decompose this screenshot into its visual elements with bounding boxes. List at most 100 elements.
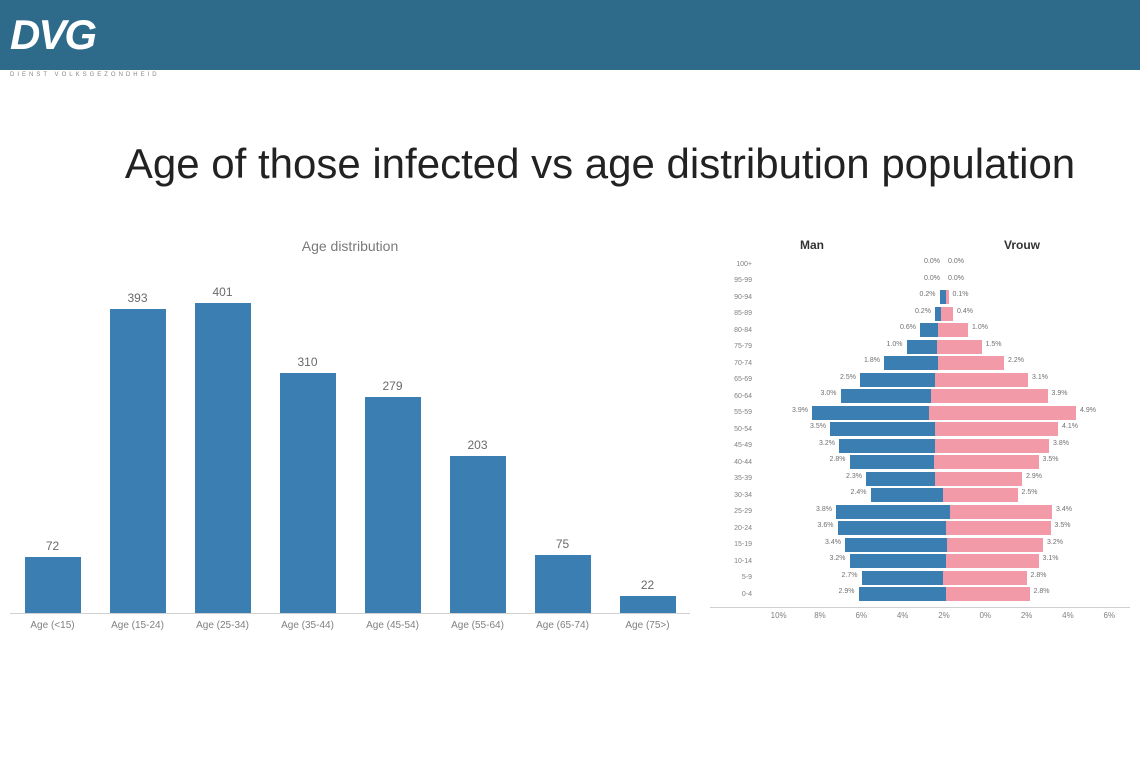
pyramid-age-label: 0-4 [710, 591, 758, 598]
pyramid-xaxis-tick: 2% [923, 611, 964, 620]
pyramid-row: 50-543.5%4.1% [710, 421, 1130, 438]
page-title: Age of those infected vs age distributio… [0, 140, 1140, 188]
bar-column: 75 [528, 537, 597, 613]
bar-column: 310 [273, 355, 342, 613]
pyramid-age-label: 100+ [710, 261, 758, 268]
pyramid-vrouw-value: 3.5% [1043, 456, 1071, 463]
bar-column: 72 [18, 539, 87, 613]
bar-x-label: Age (55-64) [443, 620, 512, 631]
bar-value-label: 72 [46, 539, 59, 553]
pyramid-xaxis-tick: 2% [1006, 611, 1047, 620]
pyramid-age-label: 75-79 [710, 343, 758, 350]
pyramid-row: 100+0.0%0.0% [710, 256, 1130, 273]
pyramid-vrouw-value: 2.5% [1022, 489, 1050, 496]
pyramid-vrouw-value: 2.9% [1026, 473, 1054, 480]
pyramid-bar-vrouw: 0.4% [941, 307, 953, 321]
pyramid-bar-man: 3.2% [850, 554, 946, 568]
pyramid-man-value: 3.9% [780, 407, 808, 414]
pyramid-bar-vrouw: 1.0% [938, 323, 968, 337]
pyramid-row: 40-442.8%3.5% [710, 454, 1130, 471]
pyramid-man-value: 0.0% [912, 258, 940, 265]
pyramid-xaxis-tick: 6% [1089, 611, 1130, 620]
pyramid-vrouw-value: 3.1% [1032, 374, 1060, 381]
pyramid-vrouw-value: 0.0% [948, 275, 976, 282]
bar-rect [25, 557, 81, 613]
bar-x-label: Age (15-24) [103, 620, 172, 631]
pyramid-bar-vrouw: 3.1% [935, 373, 1028, 387]
bar-column: 401 [188, 285, 257, 613]
pyramid-vrouw-value: 3.5% [1055, 522, 1083, 529]
pyramid-rows: 100+0.0%0.0% 95-99 0.0% 0.0% 90-940.2%0.1%85… [710, 256, 1130, 603]
pyramid-man-value: 2.9% [827, 588, 855, 595]
pyramid-bar-man: 2.4% [871, 488, 943, 502]
bar-rect [620, 596, 676, 613]
pyramid-age-label: 65-69 [710, 376, 758, 383]
pyramid-age-label: 10-14 [710, 558, 758, 565]
pyramid-age-label: 90-94 [710, 294, 758, 301]
pyramid-man-value: 0.2% [903, 308, 931, 315]
pyramid-man-value: 1.8% [852, 357, 880, 364]
pyramid-xaxis-tick: 4% [882, 611, 923, 620]
pyramid-row: 80-840.6%1.0% [710, 322, 1130, 339]
pyramid-row: 15-193.4%3.2% [710, 537, 1130, 554]
pyramid-bar-vrouw: 2.2% [938, 356, 1004, 370]
bar-x-label: Age (35-44) [273, 620, 342, 631]
pyramid-row: 10-143.2%3.1% [710, 553, 1130, 570]
pyramid-vrouw-value: 3.2% [1047, 539, 1075, 546]
pyramid-age-label: 5-9 [710, 574, 758, 581]
pyramid-vrouw-value: 2.8% [1031, 572, 1059, 579]
bar-rect [280, 373, 336, 613]
pyramid-row: 85-89 0.2% 0.4% [710, 306, 1130, 323]
pyramid-vrouw-value: 1.5% [986, 341, 1014, 348]
pyramid-row: 95-99 0.0% 0.0% [710, 273, 1130, 290]
pyramid-man-value: 3.8% [804, 506, 832, 513]
pyramid-bar-vrouw: 3.1% [946, 554, 1039, 568]
pyramid-age-label: 85-89 [710, 310, 758, 317]
pyramid-vrouw-value: 4.9% [1080, 407, 1108, 414]
pyramid-man-value: 1.0% [875, 341, 903, 348]
pyramid-xaxis: 10%8%6%4%2%0%2%4%6% [710, 607, 1130, 620]
pyramid-man-value: 2.5% [828, 374, 856, 381]
pyramid-row: 30-342.4%2.5% [710, 487, 1130, 504]
pyramid-man-value: 0.6% [888, 324, 916, 331]
pyramid-bar-pair: 0.6% 1.0% [758, 323, 1130, 337]
pyramid-man-value: 0.0% [912, 275, 940, 282]
bar-rect [450, 456, 506, 613]
pyramid-bar-man: 3.6% [838, 521, 946, 535]
pyramid-bar-pair: 0.2% 0.4% [758, 307, 1130, 321]
pyramid-legend: Man Vrouw [710, 238, 1130, 256]
pyramid-bar-pair: 3.8% 3.4% [758, 505, 1130, 519]
pyramid-man-value: 3.0% [809, 390, 837, 397]
pyramid-bar-pair: 0.0%0.0% [758, 257, 1130, 271]
pyramid-vrouw-value: 3.9% [1052, 390, 1080, 397]
pyramid-row: 60-643.0%3.9% [710, 388, 1130, 405]
bar-rect [365, 397, 421, 613]
bar-chart-xaxis: Age (<15)Age (15-24)Age (25-34)Age (35-4… [10, 614, 690, 631]
pyramid-xaxis-tick: 4% [1047, 611, 1088, 620]
pyramid-bar-man: 2.9% [859, 587, 946, 601]
pyramid-bar-vrouw: 3.5% [946, 521, 1051, 535]
pyramid-bar-man: 1.0% [907, 340, 937, 354]
bar-value-label: 203 [467, 438, 487, 452]
pyramid-left-label: Man [800, 238, 824, 252]
pyramid-vrouw-value: 3.8% [1053, 440, 1081, 447]
pyramid-bar-pair: 0.0% 0.0% [758, 274, 1130, 288]
pyramid-vrouw-value: 3.4% [1056, 506, 1084, 513]
pyramid-bar-vrouw: 2.5% [943, 488, 1018, 502]
pyramid-man-value: 2.3% [834, 473, 862, 480]
pyramid-bar-pair: 2.3% 2.9% [758, 472, 1130, 486]
pyramid-age-label: 95-99 [710, 277, 758, 284]
bar-column: 203 [443, 438, 512, 613]
pyramid-bar-vrouw: 3.8% [935, 439, 1049, 453]
pyramid-man-value: 3.2% [818, 555, 846, 562]
pyramid-bar-man: 2.5% [860, 373, 935, 387]
bar-x-label: Age (<15) [18, 620, 87, 631]
pyramid-row: 20-243.6%3.5% [710, 520, 1130, 537]
pyramid-man-value: 2.7% [830, 572, 858, 579]
pyramid-bar-man: 2.7% [862, 571, 943, 585]
pyramid-bar-pair: 0.2%0.1% [758, 290, 1130, 304]
pyramid-row: 5-9 2.7% 2.8% [710, 570, 1130, 587]
pyramid-bar-man: 2.8% [850, 455, 934, 469]
pyramid-vrouw-value: 4.1% [1062, 423, 1090, 430]
pyramid-bar-man: 3.0% [841, 389, 931, 403]
